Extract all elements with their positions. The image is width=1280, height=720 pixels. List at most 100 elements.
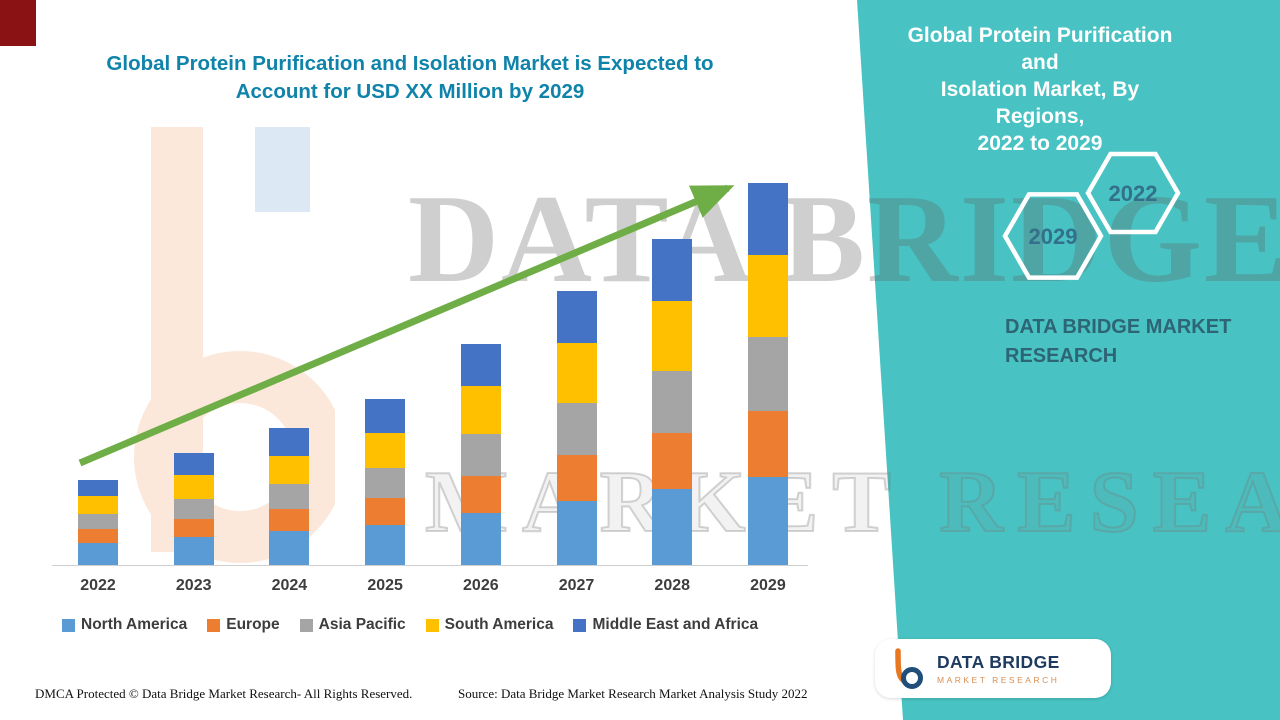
hexagon-2029-shape xyxy=(1002,192,1104,280)
hexagon-2022-shape xyxy=(1085,151,1181,235)
bar-segment-europe xyxy=(460,476,501,513)
legend-swatch-south-america xyxy=(425,618,439,632)
panel-title: Global Protein Purification and Isolatio… xyxy=(895,22,1185,157)
bar-segment-south-america xyxy=(556,343,597,403)
bar-segment-asia-pacific xyxy=(556,403,597,455)
bar-segment-middle-east-and-africa xyxy=(460,344,501,386)
bar-segment-north-america xyxy=(460,513,501,565)
bar-chart xyxy=(58,178,808,565)
x-label-2026: 2026 xyxy=(463,577,499,594)
bar-segment-europe xyxy=(747,411,788,477)
bar-segment-middle-east-and-africa xyxy=(556,291,597,343)
legend-swatch-north-america xyxy=(62,618,75,632)
panel-title-line-2: Isolation Market, By Regions, xyxy=(940,78,1140,128)
bar-segment-europe xyxy=(173,519,214,537)
bar-segment-north-america xyxy=(652,489,693,565)
bar-2028 xyxy=(652,239,693,565)
bar-2029 xyxy=(747,183,788,565)
bar-2025 xyxy=(365,399,406,565)
bar-segment-asia-pacific xyxy=(269,484,310,509)
legend: North America Europe Asia Pacific South Ame… xyxy=(62,616,758,634)
hexagon-2029-label: 2029 xyxy=(1029,224,1078,249)
bar-2022 xyxy=(78,480,118,565)
bar-segment-south-america xyxy=(173,475,214,499)
page-title-line-1: Global Protein Purification and Isolatio… xyxy=(106,52,714,75)
legend-label-middle-east-and-africa: Middle East and Africa xyxy=(592,616,759,633)
legend-item-north-america: North America xyxy=(62,616,187,634)
bar-2024 xyxy=(269,428,310,565)
brand-text-line-2: RESEARCH xyxy=(1005,345,1118,367)
bar-segment-south-america xyxy=(78,496,118,514)
bar-segment-middle-east-and-africa xyxy=(78,480,118,496)
x-axis-labels: 2022 2023 2024 2025 2026 2027 2028 2029 xyxy=(58,577,808,595)
dbmr-logo-icon xyxy=(895,647,923,689)
bar-segment-europe xyxy=(652,433,693,489)
bar-segment-south-america xyxy=(269,456,310,484)
x-label-2029: 2029 xyxy=(750,577,786,594)
footer-dmca-text: DMCA Protected © Data Bridge Market Rese… xyxy=(35,686,413,701)
bar-segment-middle-east-and-africa xyxy=(747,183,788,255)
legend-item-asia-pacific: Asia Pacific xyxy=(299,616,406,634)
bar-segment-south-america xyxy=(365,433,406,468)
x-label-2024: 2024 xyxy=(271,577,308,594)
bar-segment-europe xyxy=(78,529,118,543)
bar-segment-europe xyxy=(556,455,597,501)
bar-segment-north-america xyxy=(269,531,310,565)
legend-label-north-america: North America xyxy=(81,616,188,633)
logo-subtitle: MARKET RESEARCH xyxy=(937,675,1060,685)
bar-segment-middle-east-and-africa xyxy=(173,453,214,475)
legend-item-middle-east-and-africa: Middle East and Africa xyxy=(573,616,758,634)
bar-segment-north-america xyxy=(365,525,406,565)
legend-label-europe: Europe xyxy=(226,616,280,633)
bar-segment-north-america xyxy=(173,537,214,565)
bar-2027 xyxy=(556,291,597,565)
hexagon-badges: 2029 2022 xyxy=(1002,151,1181,280)
bar-segment-north-america xyxy=(78,543,118,565)
x-label-2025: 2025 xyxy=(367,577,403,594)
bar-segment-middle-east-and-africa xyxy=(269,428,310,456)
bar-segment-asia-pacific xyxy=(652,371,693,433)
legend-label-asia-pacific: Asia Pacific xyxy=(318,616,406,633)
bar-segment-asia-pacific xyxy=(173,499,214,519)
legend-label-south-america: South America xyxy=(444,616,554,633)
x-label-2023: 2023 xyxy=(175,577,212,594)
x-label-2028: 2028 xyxy=(654,577,691,594)
bar-segment-north-america xyxy=(556,501,597,565)
page-title: Global Protein Purification and Isolatio… xyxy=(75,50,745,106)
bar-2023 xyxy=(173,453,214,565)
corner-accent xyxy=(0,0,36,46)
legend-item-south-america: South America xyxy=(425,616,554,634)
x-label-2022: 2022 xyxy=(80,577,116,594)
bar-segment-south-america xyxy=(460,386,501,434)
legend-item-europe: Europe xyxy=(207,616,280,634)
bar-segment-south-america xyxy=(747,255,788,337)
bar-segment-asia-pacific xyxy=(365,468,406,498)
trend-arrow-icon xyxy=(78,184,735,467)
bar-2026 xyxy=(460,344,501,565)
x-axis-line xyxy=(52,565,808,566)
bar-segment-asia-pacific xyxy=(747,337,788,411)
bar-segment-middle-east-and-africa xyxy=(652,239,693,301)
panel-title-line-1: Global Protein Purification and xyxy=(907,24,1173,74)
bar-segment-north-america xyxy=(747,477,788,565)
page-title-line-2: Account for USD XX Million by 2029 xyxy=(235,80,585,103)
legend-swatch-middle-east-and-africa xyxy=(573,618,587,632)
hexagon-2022-label: 2022 xyxy=(1109,181,1158,206)
logo-title: DATA BRIDGE xyxy=(937,652,1060,672)
logo-box: DATA BRIDGE MARKET RESEARCH xyxy=(875,639,1111,698)
bar-segment-middle-east-and-africa xyxy=(365,399,406,433)
bar-segment-asia-pacific xyxy=(78,514,118,529)
panel-title-line-3: 2022 to 2029 xyxy=(977,132,1103,155)
bar-segment-asia-pacific xyxy=(460,434,501,476)
footer-source-text: Source: Data Bridge Market Research Mark… xyxy=(458,686,808,701)
legend-swatch-europe xyxy=(207,618,221,632)
legend-swatch-asia-pacific xyxy=(299,618,313,632)
bar-segment-europe xyxy=(269,509,310,531)
x-label-2027: 2027 xyxy=(558,577,595,594)
bar-segment-europe xyxy=(365,498,406,525)
brand-text: DATA BRIDGE MARKET RESEARCH xyxy=(1005,313,1231,371)
brand-text-line-1: DATA BRIDGE MARKET xyxy=(1005,316,1232,338)
bar-segment-south-america xyxy=(652,301,693,371)
